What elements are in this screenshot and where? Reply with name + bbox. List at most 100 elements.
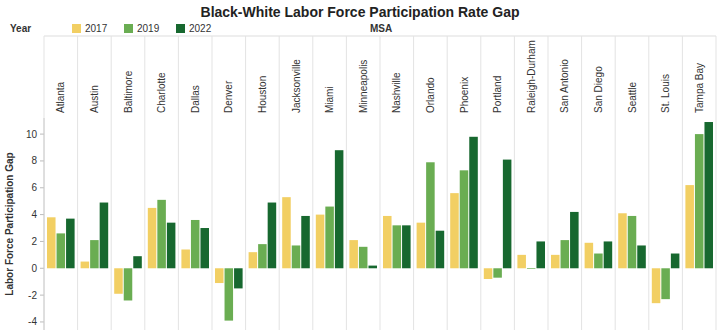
bar <box>191 220 200 268</box>
column-separator <box>212 36 213 330</box>
bar <box>695 134 704 268</box>
legend-title: Year <box>10 23 31 34</box>
category-label: St. Louis <box>660 74 671 113</box>
bar <box>325 207 334 269</box>
bar <box>57 233 66 268</box>
y-tick-label: 6 <box>31 182 37 193</box>
category-label: Seattle <box>627 81 638 113</box>
bar <box>393 225 402 268</box>
bar <box>66 219 75 269</box>
bar <box>493 268 502 277</box>
bar <box>460 170 469 268</box>
category-label: Jacksonville <box>291 59 302 113</box>
bar <box>133 256 142 268</box>
y-tick-label: -2 <box>28 290 37 301</box>
legend-label: 2019 <box>137 23 160 34</box>
legend-swatch <box>124 24 133 33</box>
category-label: Orlando <box>425 77 436 113</box>
legend-label: 2017 <box>85 23 108 34</box>
bar <box>368 266 377 269</box>
legend-label: 2022 <box>189 23 212 34</box>
bar <box>249 252 258 268</box>
x-axis-title: MSA <box>370 23 392 34</box>
column-separator <box>312 36 313 330</box>
column-separator <box>279 36 280 330</box>
bar <box>417 223 426 269</box>
y-tick-label: 8 <box>31 155 37 166</box>
bar <box>671 254 680 269</box>
column-separator <box>447 36 448 330</box>
category-label: Denver <box>223 80 234 113</box>
bar <box>148 208 157 268</box>
bar <box>301 216 310 268</box>
bar <box>661 268 670 299</box>
bar <box>47 217 56 268</box>
category-label: Austin <box>89 85 100 113</box>
bar <box>436 231 445 269</box>
bar <box>618 213 627 268</box>
bar <box>234 268 243 288</box>
column-separator <box>548 36 549 330</box>
bar <box>100 203 109 269</box>
column-separator <box>480 36 481 330</box>
bar <box>181 249 190 268</box>
column-separator <box>44 36 45 330</box>
bar <box>268 203 277 269</box>
bar <box>292 245 301 268</box>
bar <box>225 268 234 320</box>
bar <box>704 122 713 268</box>
category-label: San Diego <box>593 66 604 113</box>
bar <box>282 197 291 268</box>
bar <box>585 243 594 268</box>
bar <box>258 244 267 268</box>
bars <box>47 122 713 321</box>
category-label: Dallas <box>190 85 201 113</box>
category-label: San Antonio <box>559 59 570 113</box>
chart: Black-White Labor Force Participation Ra… <box>0 0 720 334</box>
column-separator <box>77 36 78 330</box>
y-tick-label: 4 <box>31 209 37 220</box>
title: Black-White Labor Force Participation Ra… <box>201 4 520 20</box>
y-tick-label: 0 <box>31 263 37 274</box>
y-axis-title: Labor Force Participation Gap <box>4 152 15 295</box>
column-separator <box>514 36 515 330</box>
legend-swatch <box>72 24 81 33</box>
bar <box>469 137 478 268</box>
y-tick <box>40 187 44 188</box>
bar <box>628 216 637 268</box>
column-separator <box>716 36 717 330</box>
bar <box>637 245 646 268</box>
bar <box>503 160 512 269</box>
bar <box>426 162 435 268</box>
category-label: Baltimore <box>123 70 134 113</box>
column-separator <box>245 36 246 330</box>
category-label: Houston <box>257 76 268 113</box>
category-label: Phoenix <box>459 77 470 113</box>
y-tick-label: -4 <box>28 316 37 327</box>
category-label: Atlanta <box>55 81 66 113</box>
legend-swatch <box>176 24 185 33</box>
y-tick <box>40 214 44 215</box>
bar <box>551 255 560 268</box>
bar <box>81 262 90 269</box>
bar <box>124 268 133 300</box>
column-separator <box>144 36 145 330</box>
bar <box>157 200 166 268</box>
column-separator <box>111 36 112 330</box>
y-tick <box>40 241 44 242</box>
y-tick-label: 2 <box>31 236 37 247</box>
column-separator <box>413 36 414 330</box>
y-tick <box>40 134 44 135</box>
bar <box>450 193 459 268</box>
category-label: Miami <box>324 86 335 113</box>
bar <box>652 268 661 303</box>
bar <box>167 223 176 269</box>
bar <box>349 240 358 268</box>
category-label: Portland <box>492 76 503 113</box>
bar <box>359 247 368 268</box>
y-tick <box>40 268 44 269</box>
bar <box>383 216 392 268</box>
category-label: Nashville <box>391 72 402 113</box>
bar <box>594 254 603 269</box>
category-label: Raleigh-Durham <box>526 40 537 113</box>
